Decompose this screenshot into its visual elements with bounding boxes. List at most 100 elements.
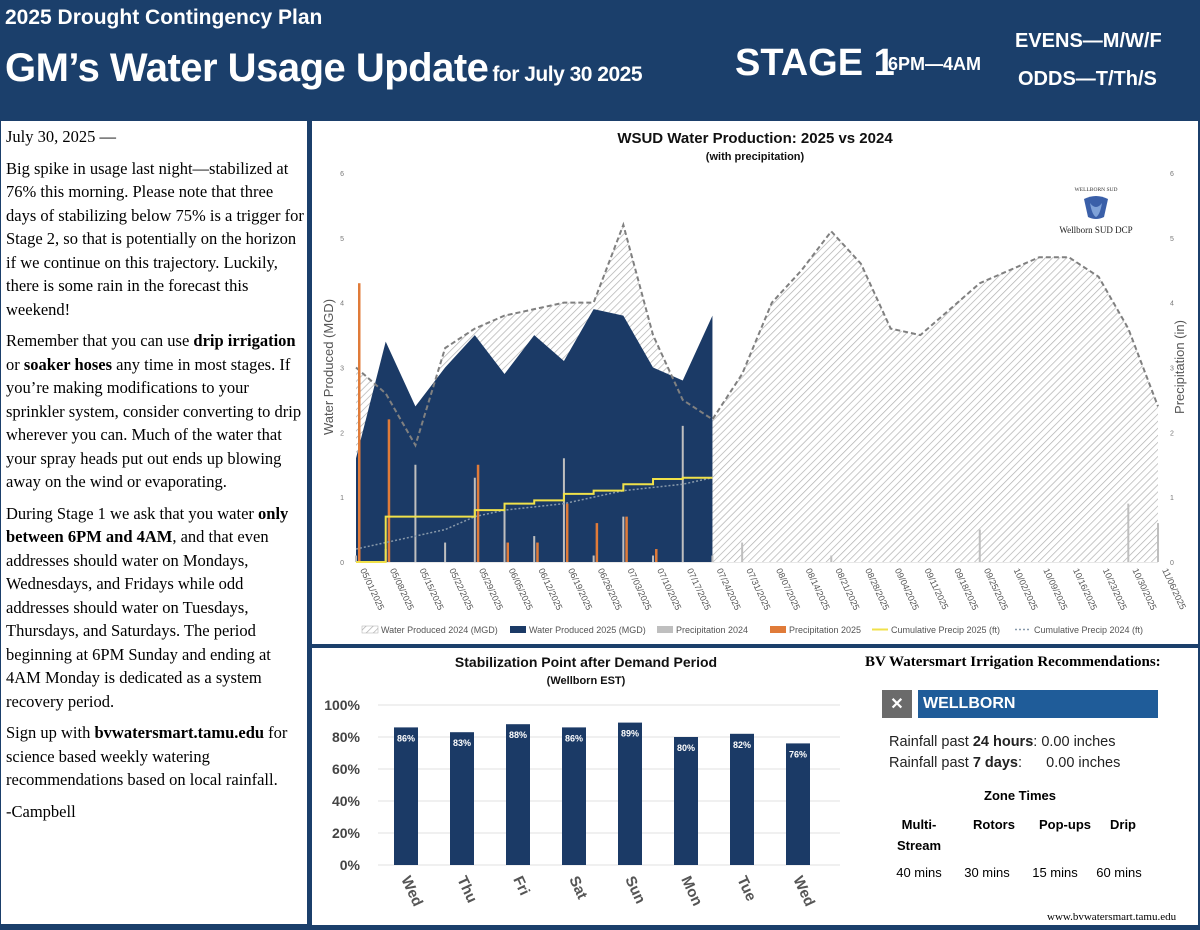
x-tick-label: 09/18/2025 [952,567,980,612]
text-run: any time in most stages. If you’re makin… [6,354,302,492]
x-category-label: Thu [453,874,480,906]
page-title: GM’s Water Usage Update for July 30 2025 [5,46,643,91]
x-tick-label: 06/12/2025 [536,567,564,612]
precip-2024-bar [414,464,417,562]
x-tick-label: 08/14/2025 [804,567,832,612]
precip-2024-bar [562,458,565,562]
y2-tick-label: 0 [1170,560,1174,567]
x-tick-label: 07/17/2025 [685,567,713,612]
chart2-marks: 0% 20% 40% 60% 80% 100% 86% Wed 83% Thu 88% Fri 86% S… [324,697,840,909]
x-tick-label: 07/24/2025 [715,567,743,612]
legend-label: Precipitation 2025 [789,625,861,635]
bar-data-label: 88% [509,730,527,740]
y2-tick-label: 3 [1170,366,1174,373]
precip-2025-bar [595,523,599,562]
x-tick-label: 05/22/2025 [447,567,475,612]
precip-2025-bar [565,503,569,562]
precip-2024-bar [652,555,655,562]
text-run: During Stage 1 we ask that you water [6,503,259,523]
x-category-label: Sun [621,874,648,907]
page-title-main: GM’s Water Usage Update [5,46,489,90]
text-run: Remember that you can use [6,331,194,350]
plan-title: 2025 Drought Contingency Plan [5,6,323,29]
text-run: , and that even addresses should water o… [6,527,271,711]
y-tick-label: 2 [340,430,344,437]
x-tick-label: 05/01/2025 [358,567,386,612]
bar-data-label: 86% [397,733,415,743]
evens-schedule: EVENS—M/W/F [1015,30,1162,52]
rainfall-value: : 0.00 inches [1017,755,1121,771]
y-tick-label: 0% [340,857,361,873]
zone-multistream-time: 40 mins [896,865,942,880]
precip-2024-bar [503,510,506,562]
logo: WELLBORN SUD Wellborn SUD DCP [1059,187,1132,235]
letter-paragraph-1: Big spike in usage last night—stabilized… [6,158,304,319]
precip-2025-bar [358,283,361,562]
precip-2024-bar [533,536,536,562]
stage-label: STAGE 1 [735,42,895,84]
rainfall-label: Rainfall past [889,755,973,771]
production-chart-panel: WSUD Water Production: 2025 vs 2024 (wit… [312,121,1198,644]
precip-2024-bar [978,529,981,562]
x-tick-label: 08/28/2025 [863,567,891,612]
zone-rotors: Rotors [973,817,1015,832]
legend-swatch [510,626,526,633]
y2-tick-label: 4 [1170,301,1174,308]
text-run: or [6,354,24,374]
page-title-date: for July 30 2025 [492,63,643,86]
precip-2024-bar [830,555,833,562]
letter-paragraph-3: During Stage 1 we ask that you water onl… [6,502,304,714]
precip-2024-bar [1157,523,1159,562]
chart2-subtitle: (Wellborn EST) [547,675,626,687]
x-tick-label: 07/10/2025 [655,567,683,612]
x-tick-label: 05/15/2025 [418,567,446,612]
y-tick-label: 1 [340,495,344,502]
x-tick-label: 05/29/2025 [477,567,505,612]
close-icon[interactable]: ✕ [882,690,912,718]
series-area-2025 [356,309,713,562]
precip-2025-bar [506,542,510,562]
x-tick-label: 09/04/2025 [893,567,921,612]
y-tick-label: 80% [332,729,361,745]
odds-schedule: ODDS—T/Th/S [1018,68,1157,90]
bar [674,737,698,865]
x-tick-label: 09/11/2025 [923,567,951,611]
zone-drip: Drip [1110,817,1136,832]
x-tick-label: 10/09/2025 [1041,567,1069,612]
letter-paragraph-4: Sign up with bvwatersmart.tamu.edu for s… [6,721,304,792]
cum-precip-2025-line [356,476,713,563]
production-chart: WSUD Water Production: 2025 vs 2024 (wit… [321,130,1188,635]
precip-2024-bar [741,542,744,562]
y2-tick-label: 1 [1170,495,1174,502]
precip-2025-bar [536,542,539,562]
letter-date: July 30, 2025 — [6,127,117,146]
chart1-legend: Water Produced 2024 (MGD) Water Produced … [361,625,1143,635]
precip-2024-bar [622,516,625,562]
x-tick-label: 07/03/2025 [626,567,654,612]
y2-tick-label: 6 [1170,171,1174,178]
rainfall-period: 24 hours [972,734,1034,750]
series-line-2024 [355,221,1159,448]
stabilization-chart: Stabilization Point after Demand Period … [324,654,840,909]
x-category-label: Wed [397,874,426,910]
text-bold: bvwatersmart.tamu.edu [94,723,265,742]
y-tick-label: 40% [332,793,361,809]
x-tick-label: 06/19/2025 [566,567,594,612]
bar-data-label: 89% [621,729,639,739]
bottom-panel: Stabilization Point after Demand Period … [312,648,1198,925]
y-tick-label: 5 [340,236,344,243]
website-url[interactable]: www.bvwatersmart.tamu.edu [1047,911,1177,923]
legend-label: Water Produced 2025 (MGD) [529,625,646,635]
bar [730,733,754,865]
precip-2024-bar [592,555,595,562]
y-tick-label: 0 [340,560,344,567]
bar-data-label: 83% [453,738,471,748]
bar-data-label: 86% [565,733,583,743]
text-bold: only between 6PM and 4AM [6,503,289,547]
header-banner: 2025 Drought Contingency Plan GM’s Water… [0,0,1200,118]
x-tick-label: 09/25/2025 [982,567,1010,612]
x-tick-label: 10/23/2025 [1101,567,1129,612]
bar [618,722,642,865]
x-tick-label: 06/26/2025 [596,567,624,612]
chart1-y2label: Precipitation (in) [1172,320,1187,414]
